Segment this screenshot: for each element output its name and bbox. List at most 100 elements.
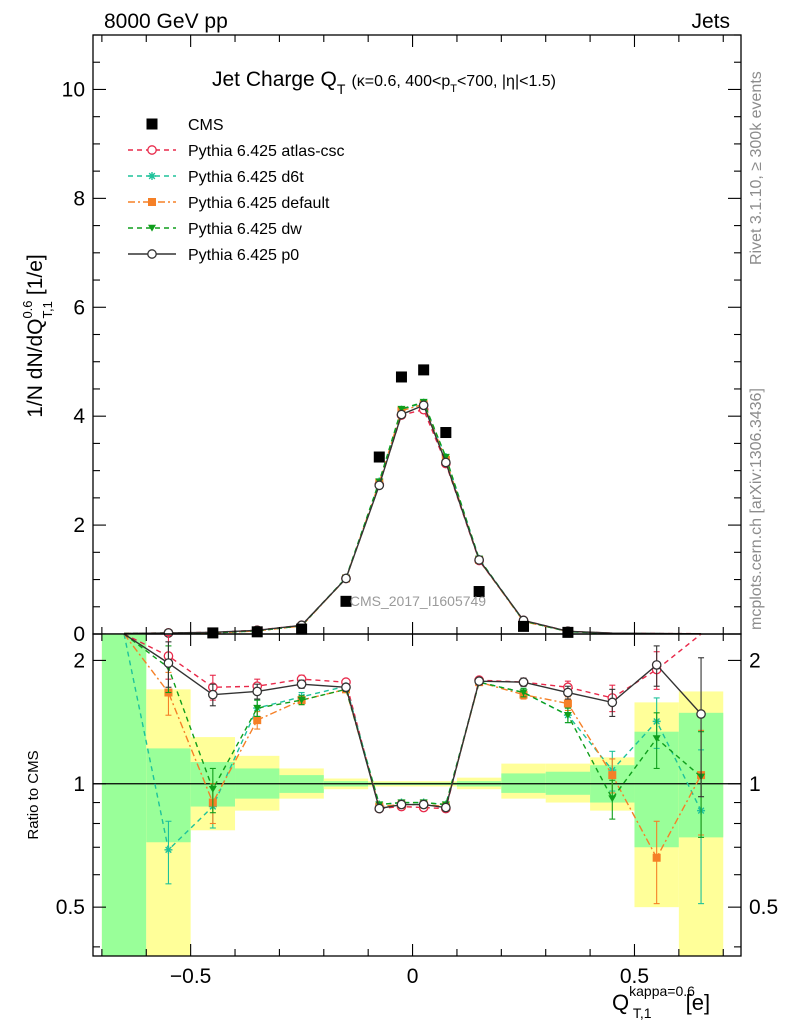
ratio-axis-label: Ratio to CMS bbox=[25, 750, 42, 839]
series-4-point-9 bbox=[440, 457, 451, 468]
legend: CMS Pythia 6.425 atlas-csc Pythia 6.425 d6… bbox=[128, 117, 345, 264]
data-point-5 bbox=[340, 595, 352, 607]
ratio-line-4 bbox=[123, 633, 702, 810]
mcplots-side-label: mcplots.cern.ch [arXiv:1306.3436] bbox=[748, 388, 765, 630]
legend-label-4: Pythia 6.425 dw bbox=[188, 221, 302, 238]
header-right-label: Jets bbox=[691, 10, 730, 33]
series-4-point-6 bbox=[374, 480, 385, 491]
ratio-point-3-12 bbox=[563, 712, 572, 719]
ratio-point-4-15 bbox=[696, 709, 706, 719]
ratio-tick-label-right: 2 bbox=[749, 649, 761, 672]
ratio-green-band-0 bbox=[101, 634, 147, 956]
x-axis-label-unit: [e] bbox=[686, 990, 710, 1015]
series-4-point-5 bbox=[341, 573, 351, 584]
ratio-point-3-13 bbox=[608, 795, 617, 803]
legend-label-2: Pythia 6.425 d6t bbox=[188, 169, 304, 186]
ratio-point-4-5 bbox=[341, 682, 351, 693]
ratio-tick-label-left: 0.5 bbox=[56, 896, 85, 919]
legend-label-3: Pythia 6.425 default bbox=[188, 195, 330, 212]
data-point-4 bbox=[296, 623, 308, 635]
ratio-point-4-6 bbox=[374, 803, 385, 814]
rivet-side-label: Rivet 3.1.10, ≥ 300k events bbox=[748, 71, 765, 265]
ratio-point-4-1 bbox=[163, 658, 174, 668]
ratio-line-0 bbox=[123, 633, 702, 810]
series-4-point-8 bbox=[418, 400, 429, 411]
ratio-point-4-10 bbox=[474, 676, 484, 687]
legend-label-1: Pythia 6.425 atlas-csc bbox=[188, 143, 345, 160]
x-axis-label-sup: kappa=0.6 bbox=[629, 983, 695, 999]
ratio-point-4-14 bbox=[651, 660, 662, 670]
title-details-tail: <700, |η|<1.5) bbox=[457, 73, 556, 90]
legend-marker-3 bbox=[148, 198, 156, 206]
ratio-tick-label-right: 0.5 bbox=[749, 896, 778, 919]
ratio-point-3-2 bbox=[208, 786, 217, 793]
ratio-frame bbox=[92, 633, 742, 957]
x-axis-label: Qkappa=0.6 T,1 [e] bbox=[612, 983, 710, 1021]
title-details-subscript: T bbox=[450, 83, 457, 95]
x-tick-label: −0.5 bbox=[170, 965, 211, 988]
data-point-11 bbox=[518, 620, 530, 632]
data-point-7 bbox=[395, 371, 407, 383]
y-tick-label: 8 bbox=[73, 187, 85, 210]
main-title: Jet Charge QT (κ=0.6, 400<pT<700, |η|<1.5… bbox=[212, 68, 556, 97]
ratio-point-4-3 bbox=[252, 686, 263, 697]
data-point-3 bbox=[251, 626, 263, 638]
x-axis-label-base: Q bbox=[612, 990, 629, 1015]
y-axis-label-sup: 0.6 bbox=[20, 300, 35, 318]
ratio-point-2-3 bbox=[253, 716, 262, 725]
y-tick-label: 0 bbox=[73, 623, 85, 646]
ratio-point-1-1 bbox=[164, 845, 173, 854]
y-axis-label-unit: [1/e] bbox=[24, 254, 47, 295]
legend-marker-0 bbox=[146, 118, 158, 130]
ratio-point-2-12 bbox=[563, 699, 572, 708]
watermark: CMS_2017_I1605749 bbox=[350, 593, 486, 609]
ratio-line-1 bbox=[123, 633, 702, 852]
y-axis-label: 1/N dN/dQ0.6 T,1 [1/e] bbox=[20, 254, 55, 418]
ratio-tick-label-left: 2 bbox=[73, 649, 85, 672]
ratio-point-4-4 bbox=[296, 679, 307, 690]
ratio-point-4-11 bbox=[518, 677, 529, 688]
data-point-8 bbox=[418, 364, 430, 376]
ratio-point-3-11 bbox=[519, 689, 528, 697]
x-axis-label-sub: T,1 bbox=[633, 1005, 652, 1021]
legend-marker-2 bbox=[148, 172, 156, 180]
ratio-point-4-9 bbox=[440, 802, 451, 813]
ratio-point-4-7 bbox=[396, 799, 407, 810]
title-main-subscript: T bbox=[337, 81, 346, 97]
series-4-point-10 bbox=[474, 555, 484, 565]
title-details: (κ=0.6, 400<p bbox=[351, 73, 450, 90]
data-point-12 bbox=[562, 626, 574, 638]
title-main: Jet Charge Q bbox=[212, 68, 337, 91]
y-axis-label-sub: T,1 bbox=[40, 301, 55, 318]
main-panel: 0 2 4 6 8 10 bbox=[62, 34, 742, 646]
y-tick-label: 4 bbox=[73, 405, 85, 428]
data-point-2 bbox=[207, 627, 219, 639]
legend-marker-1 bbox=[147, 145, 157, 155]
data-point-9 bbox=[440, 427, 452, 439]
series-3-point-7 bbox=[397, 405, 406, 413]
ratio-point-2-13 bbox=[608, 771, 617, 780]
ratio-point-2-14 bbox=[652, 853, 661, 862]
y-tick-label: 2 bbox=[73, 514, 85, 537]
ratio-point-4-8 bbox=[418, 799, 429, 810]
legend-marker-5 bbox=[147, 249, 157, 259]
y-axis-label-base: 1/N dN/dQ bbox=[24, 319, 47, 418]
ratio-point-4-13 bbox=[607, 697, 618, 708]
y-tick-label: 10 bbox=[62, 78, 85, 101]
data-point-6 bbox=[373, 451, 385, 463]
ratio-point-3-3 bbox=[253, 704, 262, 712]
ratio-tick-label-right: 1 bbox=[749, 773, 761, 796]
y-tick-label: 6 bbox=[73, 296, 85, 319]
legend-marker-4 bbox=[148, 224, 156, 232]
data-point-10 bbox=[473, 586, 485, 598]
ratio-tick-label-left: 1 bbox=[73, 773, 85, 796]
legend-label-5: Pythia 6.425 p0 bbox=[188, 247, 299, 264]
ratio-point-3-4 bbox=[297, 696, 306, 704]
legend-label-0: CMS bbox=[188, 117, 224, 134]
ratio-panel: −0.5 0 0.5 0.5 0.5 1 1 2 2 bbox=[56, 633, 778, 988]
header-left-label: 8000 GeV pp bbox=[104, 10, 228, 33]
x-tick-label: 0 bbox=[407, 965, 419, 988]
ratio-point-3-14 bbox=[652, 735, 661, 743]
ratio-point-4-2 bbox=[207, 689, 218, 700]
